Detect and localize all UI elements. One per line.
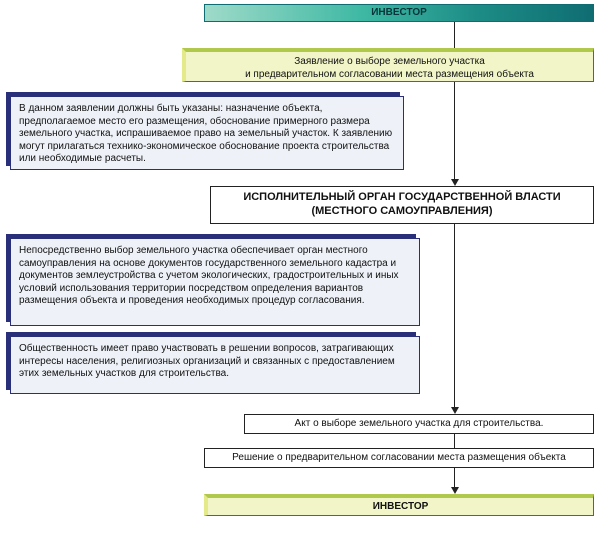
- edge-2: [454, 82, 455, 182]
- flowchart-canvas: ИНВЕСТОР Заявление о выборе земельного у…: [0, 0, 600, 536]
- node-note-authority-label: Непосредственно выбор земельного участка…: [19, 245, 399, 306]
- node-decision: Решение о предварительном согласовании м…: [204, 448, 594, 468]
- node-note-app-label: В данном заявлении должны быть указаны: …: [19, 103, 392, 164]
- edge-2-arrow: [451, 179, 459, 186]
- node-note-public-label: Общественность имеет право участвовать в…: [19, 343, 395, 379]
- node-note-authority: Непосредственно выбор земельного участка…: [10, 238, 420, 326]
- edge-3-arrow: [451, 407, 459, 414]
- node-note-app: В данном заявлении должны быть указаны: …: [10, 96, 404, 170]
- edge-1: [454, 22, 455, 48]
- node-application: Заявление о выборе земельного участка и …: [182, 48, 594, 82]
- node-act: Акт о выборе земельного участка для стро…: [244, 414, 594, 434]
- node-investor-bottom: ИНВЕСТОР: [204, 494, 594, 516]
- node-investor-top-label: ИНВЕСТОР: [371, 7, 427, 18]
- node-investor-bottom-label: ИНВЕСТОР: [373, 501, 429, 512]
- edge-4: [454, 434, 455, 448]
- node-authority-label: ИСПОЛНИТЕЛЬНЫЙ ОРГАН ГОСУДАРСТВЕННОЙ ВЛА…: [243, 191, 560, 217]
- node-authority: ИСПОЛНИТЕЛЬНЫЙ ОРГАН ГОСУДАРСТВЕННОЙ ВЛА…: [210, 186, 594, 224]
- node-act-label: Акт о выборе земельного участка для стро…: [295, 418, 544, 429]
- node-investor-top: ИНВЕСТОР: [204, 4, 594, 22]
- node-note-public: Общественность имеет право участвовать в…: [10, 336, 420, 394]
- edge-5-arrow: [451, 487, 459, 494]
- node-decision-label: Решение о предварительном согласовании м…: [232, 452, 566, 463]
- edge-3: [454, 224, 455, 410]
- node-application-label: Заявление о выборе земельного участка и …: [245, 56, 534, 80]
